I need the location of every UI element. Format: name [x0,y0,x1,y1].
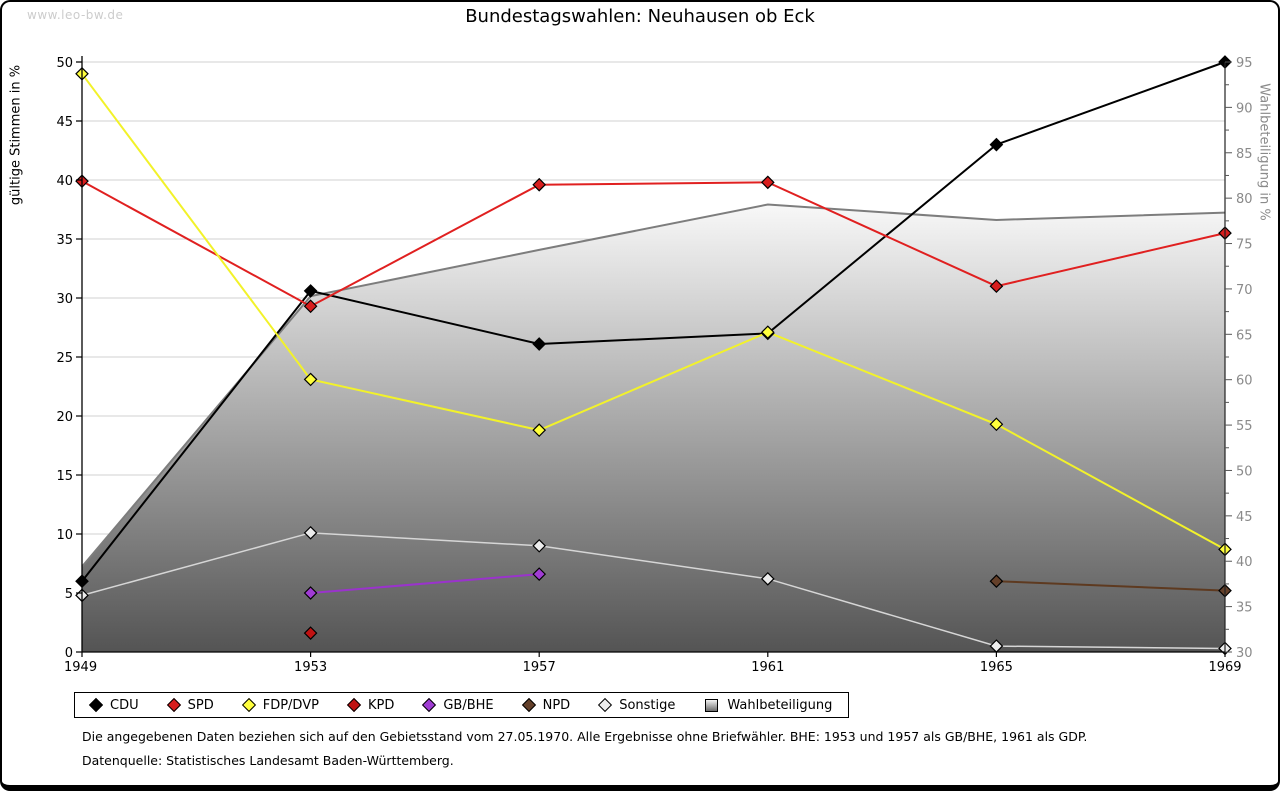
svg-text:50: 50 [1236,464,1253,479]
legend-item-wahlbeteiligung: Wahlbeteiligung [705,698,832,713]
data-point-spd-1965 [989,279,1004,294]
watermark: www.leo-bw.de [27,8,124,22]
svg-text:40: 40 [56,174,73,189]
svg-text:45: 45 [1236,510,1253,525]
series-fdp-dvp [81,73,1226,551]
svg-text:75: 75 [1236,238,1253,253]
data-point-sonstige-1961 [760,571,775,586]
svg-text:15: 15 [56,469,73,484]
diamond-marker-icon [166,697,181,713]
x-axis-ticks: 1949 1953 1957 1961 1965 1969 [64,652,1242,675]
svg-text:80: 80 [1236,192,1253,207]
left-axis-ticks: 0 5 10 15 20 25 30 35 40 45 50 [56,56,82,661]
svg-text:25: 25 [56,351,73,366]
diamond-marker-icon [422,697,437,713]
data-point-cdu-1953 [303,284,318,298]
series-gb-bhe [310,573,540,594]
legend-item-cdu: CDU [88,697,139,713]
legend-label: Wahlbeteiligung [727,697,833,713]
svg-text:85: 85 [1236,147,1253,162]
svg-text:30: 30 [1236,646,1253,661]
series-sonstige [81,532,1226,650]
data-point-fdp-dvp-1965 [989,417,1004,432]
legend-label: Sonstige [619,697,676,713]
svg-text:30: 30 [56,292,73,307]
markers-gb-bhe [303,567,547,600]
legend-label: GB/BHE [443,697,494,713]
svg-text:1969: 1969 [1208,660,1241,675]
svg-text:10: 10 [56,528,73,543]
data-point-spd-1961 [760,175,775,190]
legend-label: SPD [187,697,214,713]
svg-text:50: 50 [56,56,73,71]
diamond-marker-icon [598,697,613,713]
legend-label: NPD [542,697,571,713]
svg-text:1949: 1949 [64,660,97,675]
chart-title: Bundestagswahlen: Neuhausen ob Eck [465,6,815,27]
diamond-marker-icon [521,697,536,713]
footnote-datenquelle: Datenquelle: Statistisches Landesamt Bad… [82,753,454,768]
legend-item-sonstige: Sonstige [598,697,676,713]
series-wahlbeteiligung-area [81,203,1226,652]
svg-text:60: 60 [1236,374,1253,389]
svg-text:1957: 1957 [523,660,556,675]
markers-kpd [303,626,318,640]
chart-plot-area: 0 5 10 15 20 25 30 35 40 45 50 30 35 40 45 50 55 60 65 70 75… [56,55,1253,675]
svg-text:65: 65 [1236,328,1253,343]
data-point-fdp-dvp-1961 [760,325,775,340]
right-axis-ticks: 30 35 40 45 50 55 60 65 70 75 80 85 90 95 [1225,56,1253,661]
data-point-fdp-dvp-1957 [532,423,547,438]
legend-label: KPD [367,697,395,713]
legend-label: CDU [110,697,139,713]
chart-legend: CDU SPD FDP/DVP KPD GB/BHE NPD Sonstige Wahlbet… [74,692,850,718]
series-cdu [81,61,1226,582]
svg-text:55: 55 [1236,419,1253,434]
markers-spd [75,174,1232,314]
svg-text:90: 90 [1236,101,1253,116]
svg-text:95: 95 [1236,56,1253,71]
data-point-fdp-dvp-1953 [303,372,318,387]
legend-item-kpd: KPD [346,697,395,713]
data-point-kpd-1953 [303,626,318,640]
data-point-cdu-1957 [532,337,547,351]
legend-item-npd: NPD [521,697,571,713]
series-spd [81,180,1226,308]
data-point-sonstige-1957 [532,538,547,553]
series-npd [996,580,1226,592]
data-point-gb-bhe-1957 [532,567,547,581]
svg-text:45: 45 [56,115,73,130]
svg-text:40: 40 [1236,555,1253,570]
data-point-cdu-1965 [989,137,1004,152]
svg-text:20: 20 [56,410,73,425]
data-point-gb-bhe-1953 [303,586,318,600]
data-point-spd-1957 [532,177,547,192]
legend-item-gb-bhe: GB/BHE [422,697,494,713]
footnote-gebietsstand: Die angegebenen Daten beziehen sich auf … [82,729,1088,744]
diamond-marker-icon [346,697,362,713]
legend-item-spd: SPD [166,697,214,713]
svg-text:35: 35 [56,233,73,248]
svg-text:0: 0 [65,646,73,661]
svg-text:1961: 1961 [751,660,784,675]
svg-text:1953: 1953 [294,660,327,675]
markers-sonstige [75,525,1232,656]
data-point-npd-1965 [989,574,1004,589]
area-swatch-icon [705,698,719,712]
legend-label: FDP/DVP [262,697,319,713]
markers-cdu [75,55,1232,589]
data-point-sonstige-1953 [303,525,318,540]
data-point-spd-1953 [303,299,318,314]
diamond-marker-icon [241,697,256,713]
legend-item-fdp-dvp: FDP/DVP [241,697,319,713]
svg-text:5: 5 [65,587,73,602]
svg-text:70: 70 [1236,283,1253,298]
svg-text:35: 35 [1236,601,1253,616]
svg-text:1965: 1965 [980,660,1013,675]
diamond-marker-icon [88,697,104,713]
